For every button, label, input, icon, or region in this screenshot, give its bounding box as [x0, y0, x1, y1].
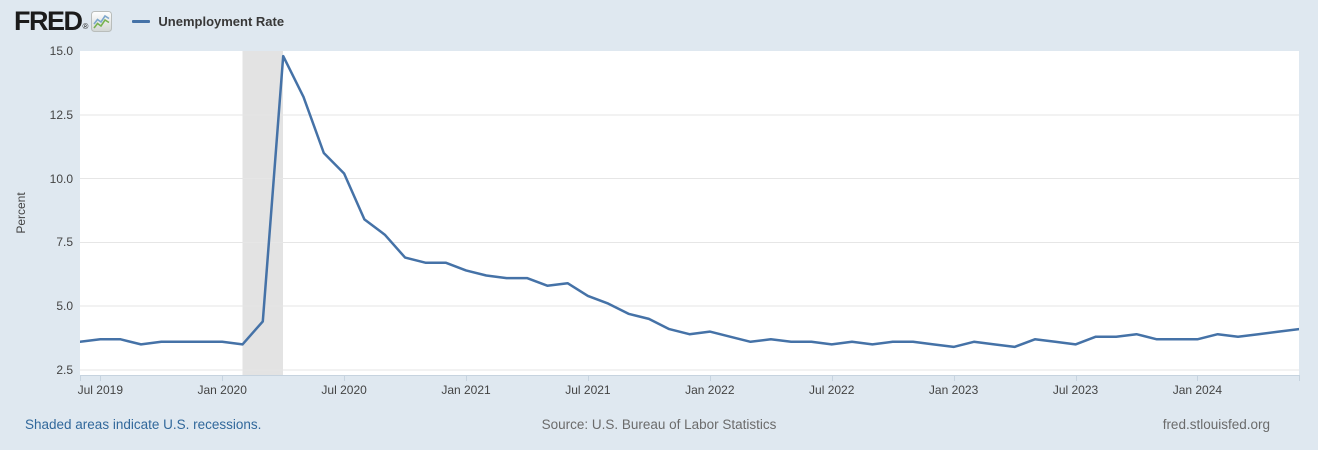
unemployment-rate-line	[80, 54, 1299, 349]
plot-area[interactable]	[80, 51, 1299, 375]
chart-header: FRED ® Unemployment Rate	[0, 0, 284, 42]
x-axis-tick-label: Jul 2021	[565, 383, 611, 397]
y-axis-tick-label: 12.5	[49, 107, 73, 122]
x-axis-tick-label: Jan 2021	[441, 383, 491, 397]
y-axis-tick-label: 2.5	[56, 362, 73, 377]
chart-legend: Unemployment Rate	[132, 14, 284, 29]
y-axis-tick-label: 10.0	[49, 171, 73, 186]
x-axis-tick	[1299, 375, 1300, 381]
x-axis-tick-label: Jan 2024	[1172, 383, 1223, 397]
fred-logo[interactable]: FRED ®	[14, 5, 113, 36]
x-axis-line	[80, 375, 1299, 376]
fred-sparkline-icon	[91, 10, 113, 32]
x-axis-tick-label: Jan 2023	[928, 383, 979, 397]
fred-site-link[interactable]: fred.stlouisfed.org	[1162, 417, 1270, 432]
legend-line-swatch	[132, 19, 151, 23]
legend-series-label: Unemployment Rate	[158, 13, 285, 29]
x-axis-tick-label: Jul 2022	[809, 383, 855, 397]
x-axis-tick-label: Jan 2022	[685, 383, 735, 397]
x-axis-tick-label: Jan 2020	[197, 383, 247, 397]
registered-trademark: ®	[82, 21, 89, 31]
x-axis-tick-label: Jul 2023	[1052, 383, 1099, 397]
y-axis-tick-label: 7.5	[56, 235, 73, 250]
x-axis-tick-label: Jul 2020	[321, 383, 367, 397]
x-axis-tick-label: Jul 2019	[77, 383, 123, 397]
y-axis-tick-label: 5.0	[56, 299, 73, 314]
recession-note-link[interactable]: Shaded areas indicate U.S. recessions.	[25, 417, 262, 432]
y-axis-tick-label: 15.0	[49, 44, 73, 58]
source-text: Source: U.S. Bureau of Labor Statistics	[541, 417, 777, 432]
y-axis-tick-labels: 15.0 12.5 10.0 7.5 5.0 2.5	[0, 44, 73, 377]
recession-band	[242, 51, 284, 375]
fred-logo-text: FRED	[14, 5, 83, 36]
